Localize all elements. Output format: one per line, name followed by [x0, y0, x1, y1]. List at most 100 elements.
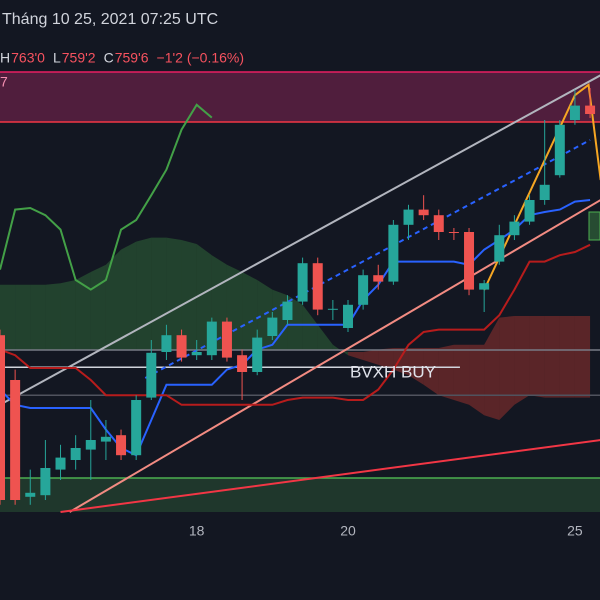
candle-body	[433, 215, 444, 232]
candle-body	[509, 221, 520, 236]
candle-body	[221, 321, 232, 358]
plot	[0, 71, 600, 513]
trendline	[60, 439, 600, 513]
indicator-line	[0, 243, 591, 406]
candle-body	[237, 355, 248, 372]
position-box	[588, 211, 600, 241]
cloud	[242, 272, 258, 350]
ohlc-value: 759'2	[62, 50, 96, 66]
cloud	[529, 316, 545, 398]
trendline	[0, 74, 600, 406]
cloud	[317, 324, 333, 350]
candle-body	[373, 275, 384, 282]
candle-body	[267, 317, 278, 336]
candle-body	[191, 352, 202, 356]
candle-body	[524, 200, 535, 222]
candle-body	[388, 224, 399, 282]
chart-title: Tháng 10 25, 2021 07:25 UTC	[2, 11, 218, 28]
candle-body	[0, 335, 5, 500]
cloud	[378, 348, 394, 370]
annotation: BVXH BUY	[350, 362, 436, 381]
candle-body	[312, 263, 323, 310]
candle-body	[176, 335, 187, 358]
ohlc-label: C	[104, 50, 114, 66]
candle-body	[85, 440, 96, 450]
candle-body	[327, 308, 338, 310]
cloud	[514, 316, 530, 405]
candle-body	[539, 184, 550, 200]
cloud	[423, 348, 439, 396]
cloud	[453, 344, 470, 405]
cloud	[347, 352, 364, 360]
cloud	[30, 284, 46, 350]
candle-body	[569, 105, 580, 120]
cloud	[181, 240, 197, 350]
cloud	[45, 283, 61, 350]
indicator-line	[0, 103, 213, 291]
ohlc-value: 759'6	[115, 50, 149, 66]
cloud	[0, 284, 16, 350]
cloud	[75, 272, 91, 350]
cloud	[408, 348, 424, 385]
candle-body	[146, 352, 157, 398]
cloud	[105, 249, 122, 350]
candle-body	[418, 209, 429, 216]
cloud	[559, 316, 575, 398]
candle-body	[358, 275, 369, 305]
candle-body	[479, 283, 490, 290]
zone	[0, 478, 600, 512]
ohlc-legend: H 763'0 L 759'2 C 759'6 −1'2 (−0.16%)	[0, 50, 244, 66]
candle-body	[282, 301, 293, 320]
candle-body	[252, 337, 263, 372]
trendline	[483, 82, 600, 291]
cloud	[393, 348, 409, 376]
ohlc-label: L	[53, 50, 61, 66]
candle-body	[585, 105, 596, 114]
cloud	[60, 280, 76, 350]
cloud	[15, 284, 31, 350]
candle-body	[70, 448, 81, 460]
candle-body	[494, 235, 505, 262]
cloud	[499, 316, 515, 420]
zone-label: 7	[0, 74, 8, 90]
candle-body	[25, 492, 36, 497]
cloud	[363, 349, 379, 365]
trendline	[144, 139, 591, 379]
candle-body	[554, 124, 565, 176]
zone	[0, 72, 600, 122]
candle-body	[100, 436, 111, 442]
cloud	[484, 317, 500, 420]
candle-body	[116, 435, 127, 456]
candle-body	[403, 209, 414, 225]
cloud	[302, 304, 318, 350]
x-tick-label: 18	[189, 523, 205, 539]
ohlc-label: H	[0, 50, 10, 66]
cloud	[469, 344, 485, 416]
cloud	[90, 264, 106, 350]
candle-body	[10, 380, 21, 500]
cloud	[438, 344, 454, 400]
indicator-line	[0, 199, 591, 457]
candle-body	[40, 468, 51, 496]
x-tick-label: 25	[567, 523, 583, 539]
candle-body	[206, 321, 217, 356]
cloud	[544, 316, 560, 398]
candle-body	[161, 335, 172, 352]
candle-body	[448, 232, 459, 233]
ohlc-change: −1'2 (−0.16%)	[157, 50, 245, 66]
candle-body	[342, 304, 353, 328]
candle-body	[297, 263, 308, 302]
candle-body	[55, 457, 66, 470]
cloud	[574, 316, 591, 398]
x-tick-label: 20	[340, 523, 356, 539]
candle-body	[131, 400, 142, 456]
ohlc-value: 763'0	[11, 50, 45, 66]
candle-body	[464, 232, 475, 290]
cloud	[166, 237, 182, 350]
cloud	[136, 237, 152, 350]
cloud	[121, 241, 137, 350]
trendline	[69, 199, 600, 513]
cloud	[151, 237, 167, 350]
